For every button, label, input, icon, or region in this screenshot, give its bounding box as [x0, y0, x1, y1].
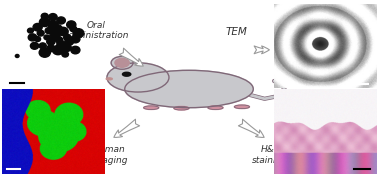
Circle shape	[67, 21, 76, 28]
Circle shape	[39, 43, 46, 49]
Circle shape	[28, 28, 33, 33]
Circle shape	[28, 34, 37, 41]
Circle shape	[30, 42, 39, 49]
Circle shape	[35, 37, 40, 41]
Circle shape	[48, 21, 58, 29]
Circle shape	[50, 32, 60, 40]
Circle shape	[47, 38, 55, 45]
Circle shape	[70, 26, 77, 32]
Circle shape	[44, 35, 50, 40]
Text: H&E
staining: H&E staining	[252, 145, 288, 164]
Circle shape	[41, 13, 48, 19]
Circle shape	[52, 25, 62, 33]
Circle shape	[37, 30, 44, 36]
Circle shape	[61, 43, 71, 52]
Circle shape	[45, 28, 53, 34]
Circle shape	[57, 17, 65, 24]
Circle shape	[55, 37, 63, 43]
Ellipse shape	[106, 78, 112, 80]
Circle shape	[62, 52, 68, 57]
Circle shape	[71, 46, 80, 54]
Circle shape	[49, 14, 57, 21]
Circle shape	[65, 38, 74, 45]
Circle shape	[107, 63, 169, 92]
Circle shape	[58, 27, 68, 36]
Circle shape	[122, 72, 131, 76]
Ellipse shape	[174, 106, 189, 110]
Circle shape	[33, 23, 42, 31]
Circle shape	[15, 54, 19, 57]
Ellipse shape	[125, 70, 253, 108]
Text: TEM: TEM	[225, 27, 247, 37]
Ellipse shape	[144, 106, 159, 109]
Ellipse shape	[234, 105, 249, 109]
Circle shape	[57, 41, 65, 48]
Ellipse shape	[115, 58, 129, 67]
Circle shape	[47, 45, 55, 52]
Ellipse shape	[208, 106, 223, 109]
Text: Oral
administration: Oral administration	[64, 21, 129, 40]
Text: Raman
imaging: Raman imaging	[91, 145, 128, 164]
Circle shape	[53, 45, 64, 55]
Circle shape	[71, 35, 80, 43]
Circle shape	[39, 18, 50, 27]
Circle shape	[64, 34, 71, 40]
Circle shape	[73, 29, 84, 38]
Circle shape	[39, 48, 50, 57]
Ellipse shape	[111, 56, 133, 69]
